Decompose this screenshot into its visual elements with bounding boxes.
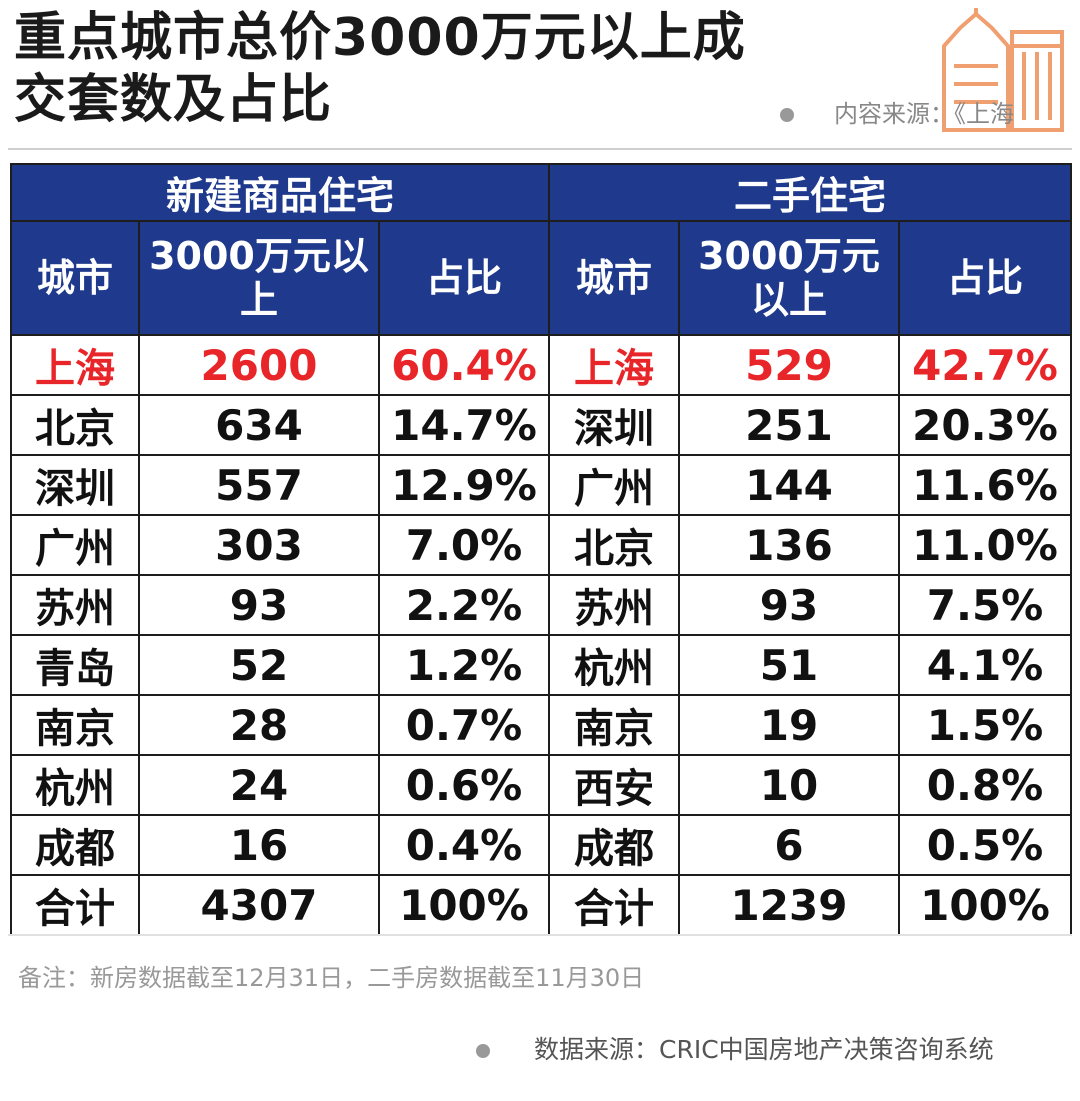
- cell-count: 4307: [138, 874, 380, 936]
- cell-share: 0.5%: [897, 814, 1073, 876]
- cell-count: 28: [138, 694, 380, 756]
- cell-count: 144: [678, 454, 900, 516]
- cell-share: 0.4%: [378, 814, 550, 876]
- divider-top: [8, 148, 1072, 150]
- cell-city: 北京: [10, 394, 140, 456]
- cell-share: 7.0%: [378, 514, 550, 576]
- cell-share: 11.0%: [897, 514, 1073, 576]
- col-header-city: 城市: [10, 220, 140, 336]
- cell-count: 24: [138, 754, 380, 816]
- col-header-city: 城市: [548, 220, 680, 336]
- cell-city: 深圳: [10, 454, 140, 516]
- cell-city: 北京: [548, 514, 680, 576]
- cell-share: 7.5%: [897, 574, 1073, 636]
- cell-city: 上海: [548, 334, 680, 396]
- table-row: 北京 634 14.7% 深圳 251 20.3%: [10, 394, 1073, 456]
- data-table-wrapper: 新建商品住宅 二手住宅 城市 3000万元以上 占比 城市 3000万元以上 占…: [10, 163, 1073, 936]
- cell-share: 42.7%: [897, 334, 1073, 396]
- cell-count: 303: [138, 514, 380, 576]
- footnote: 备注：新房数据截至12月31日，二手房数据截至11月30日: [18, 964, 645, 992]
- source-top-text: 内容来源：《上海: [834, 100, 1014, 128]
- cell-count: 16: [138, 814, 380, 876]
- cell-count: 1239: [678, 874, 900, 936]
- title-line-1: 重点城市总价3000万元以上成: [14, 8, 746, 68]
- source-bottom-text: 数据来源：CRIC中国房地产决策咨询系统: [534, 1035, 994, 1064]
- cell-share: 20.3%: [897, 394, 1073, 456]
- table-row: 杭州 24 0.6% 西安 10 0.8%: [10, 754, 1073, 816]
- table-row: 合计 4307 100% 合计 1239 100%: [10, 874, 1073, 936]
- cell-share: 14.7%: [378, 394, 550, 456]
- cell-share: 0.8%: [897, 754, 1073, 816]
- title-line-2: 交套数及占比: [14, 70, 333, 130]
- cell-count: 52: [138, 634, 380, 696]
- cell-count: 251: [678, 394, 900, 456]
- cell-city: 广州: [10, 514, 140, 576]
- cell-share: 4.1%: [897, 634, 1073, 696]
- cell-city: 上海: [10, 334, 140, 396]
- bullet-dot-icon: [476, 1044, 490, 1058]
- cell-city: 合计: [10, 874, 140, 936]
- cell-city: 南京: [548, 694, 680, 756]
- table-row: 上海 2600 60.4% 上海 529 42.7%: [10, 334, 1073, 396]
- table-body: 上海 2600 60.4% 上海 529 42.7% 北京 634 14.7% 深圳 251 20.3…: [10, 334, 1073, 936]
- group-header-new: 新建商品住宅: [10, 163, 550, 222]
- cell-count: 51: [678, 634, 900, 696]
- cell-share: 1.5%: [897, 694, 1073, 756]
- cell-count: 557: [138, 454, 380, 516]
- cell-share: 0.6%: [378, 754, 550, 816]
- table-row: 苏州 93 2.2% 苏州 93 7.5%: [10, 574, 1073, 636]
- col-header-count: 3000万元以上: [678, 220, 900, 336]
- cell-city: 广州: [548, 454, 680, 516]
- cell-share: 100%: [897, 874, 1073, 936]
- cell-count: 6: [678, 814, 900, 876]
- cell-count: 634: [138, 394, 380, 456]
- cell-share: 60.4%: [378, 334, 550, 396]
- table-row: 广州 303 7.0% 北京 136 11.0%: [10, 514, 1073, 576]
- table-row: 南京 28 0.7% 南京 19 1.5%: [10, 694, 1073, 756]
- cell-share: 12.9%: [378, 454, 550, 516]
- cell-share: 100%: [378, 874, 550, 936]
- group-header-resale: 二手住宅: [547, 163, 1073, 222]
- cell-share: 1.2%: [378, 634, 550, 696]
- cell-count: 529: [678, 334, 900, 396]
- cell-city: 苏州: [548, 574, 680, 636]
- data-table: 新建商品住宅 二手住宅 城市 3000万元以上 占比 城市 3000万元以上 占…: [10, 163, 1073, 936]
- source-caption-bottom: 数据来源：CRIC中国房地产决策咨询系统: [476, 1030, 994, 1066]
- cell-share: 2.2%: [378, 574, 550, 636]
- cell-city: 苏州: [10, 574, 140, 636]
- cell-city: 成都: [10, 814, 140, 876]
- cell-count: 93: [678, 574, 900, 636]
- cell-count: 19: [678, 694, 900, 756]
- divider-bottom: [8, 934, 1072, 936]
- building-logo-icon: [942, 8, 1064, 132]
- cell-share: 11.6%: [897, 454, 1073, 516]
- page-title: 重点城市总价3000万元以上成 交套数及占比: [14, 8, 914, 132]
- cell-share: 0.7%: [378, 694, 550, 756]
- cell-city: 杭州: [548, 634, 680, 696]
- table-row: 青岛 52 1.2% 杭州 51 4.1%: [10, 634, 1073, 696]
- cell-city: 青岛: [10, 634, 140, 696]
- cell-city: 杭州: [10, 754, 140, 816]
- cell-count: 2600: [138, 334, 380, 396]
- col-header-count: 3000万元以上: [138, 220, 380, 336]
- cell-city: 深圳: [548, 394, 680, 456]
- table-row: 深圳 557 12.9% 广州 144 11.6%: [10, 454, 1073, 516]
- bullet-dot-icon: [780, 108, 794, 122]
- cell-city: 南京: [10, 694, 140, 756]
- cell-city: 西安: [548, 754, 680, 816]
- col-header-share: 占比: [897, 220, 1073, 336]
- source-caption-top: 内容来源：《上海: [780, 94, 1080, 128]
- table-row: 成都 16 0.4% 成都 6 0.5%: [10, 814, 1073, 876]
- cell-count: 10: [678, 754, 900, 816]
- cell-count: 93: [138, 574, 380, 636]
- cell-city: 合计: [548, 874, 680, 936]
- cell-count: 136: [678, 514, 900, 576]
- col-header-share: 占比: [378, 220, 550, 336]
- cell-city: 成都: [548, 814, 680, 876]
